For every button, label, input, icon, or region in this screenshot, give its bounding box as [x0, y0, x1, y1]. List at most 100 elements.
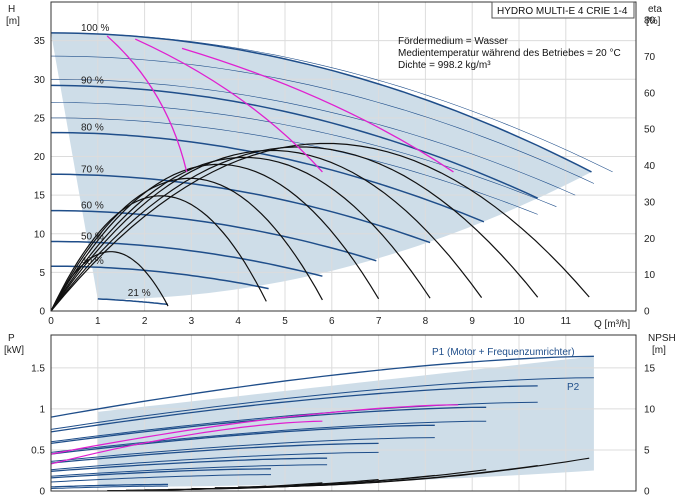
p2-power-curve — [50, 485, 168, 489]
power-envelope — [97, 356, 594, 487]
x-tick-label: 6 — [329, 316, 335, 327]
x-tick-label: 4 — [235, 316, 241, 327]
thin-head-curve — [51, 79, 576, 196]
head-curve — [51, 131, 485, 223]
p2-power-curve — [50, 377, 594, 430]
plot-frame-bottom — [50, 334, 637, 492]
efficiency-curve — [50, 146, 539, 312]
speed-label: 21 % — [128, 288, 151, 299]
head-curve — [50, 84, 539, 199]
chart-title: HYDRO MULTI-E 4 CRIE 1-4 — [497, 6, 628, 17]
y-tick-label: 5 — [39, 268, 45, 279]
y2-tick-label: 40 — [644, 161, 656, 172]
legend-p1: P1 (Motor + Frequenzumrichter) — [432, 347, 575, 358]
y-left-unit-h: [m] — [6, 16, 20, 27]
x-tick-label: 11 — [561, 316, 572, 327]
y-right-unit-eta: [%] — [646, 16, 661, 27]
y-tick-label: 0 — [39, 487, 45, 498]
y-right-label-eta: eta — [648, 4, 662, 15]
speed-label: 70 % — [81, 164, 104, 175]
p2-power-curve — [50, 420, 487, 453]
p1-power-curve — [50, 457, 328, 472]
y2-tick-label: 80 — [644, 16, 656, 27]
speed-label: 50 % — [81, 231, 104, 242]
iso-efficiency-line — [106, 35, 188, 173]
note-density: Dichte = 998.2 kg/m³ — [398, 60, 491, 71]
p2-power-curve — [50, 451, 379, 471]
note-medium: Fördermedium = Wasser — [398, 36, 509, 47]
x-tick-label: 3 — [189, 316, 195, 327]
p1-power-curve — [50, 355, 594, 418]
y2-tick-label: 0 — [644, 307, 650, 318]
y-tick-label: 1.5 — [31, 363, 45, 374]
y-left-label-h: H — [8, 4, 15, 15]
speed-label: 80 % — [81, 123, 104, 134]
p1-power-curve — [50, 385, 538, 433]
efficiency-curve — [50, 149, 483, 312]
efficiency-curve — [50, 156, 431, 312]
speed-label: 100 % — [81, 23, 109, 34]
x-tick-label: 0 — [48, 316, 54, 327]
power-npsh-chart: 0 0.5 1 1.5 0 5 10 15 — [31, 334, 656, 498]
y-tick-label: 0 — [39, 307, 45, 318]
head-curve — [51, 209, 377, 262]
efficiency-curve — [50, 195, 267, 312]
y-tick-label: 15 — [34, 191, 46, 202]
y2-tick-label: 5 — [644, 445, 650, 456]
efficiency-curve — [50, 177, 323, 312]
p2-power-curve — [50, 437, 435, 462]
iso-power-curve — [50, 404, 459, 455]
head-efficiency-chart: 0 1 2 3 4 5 6 7 8 9 10 11 0 5 10 15 20 25 30 35 0 10 20 30 40 50 6… — [34, 1, 656, 327]
y2-tick-label: 15 — [644, 363, 656, 374]
efficiency-curve — [50, 142, 590, 312]
y-tick-label: 30 — [34, 75, 46, 86]
y2-tick-label: 30 — [644, 197, 656, 208]
iso-efficiency-line — [134, 38, 323, 173]
p1-power-curve — [50, 468, 272, 479]
y-left-unit-p: [kW] — [4, 345, 24, 356]
x-tick-label: 1 — [95, 316, 101, 327]
x-tick-label: 7 — [376, 316, 382, 327]
p2-power-curve — [50, 474, 271, 483]
y-tick-label: 0.5 — [31, 445, 45, 456]
p1-power-curve — [50, 442, 379, 464]
iso-power-curve — [50, 420, 323, 465]
y2-tick-label: 0 — [644, 487, 650, 498]
y2-tick-label: 50 — [644, 125, 656, 136]
x-tick-label: 8 — [423, 316, 429, 327]
x-tick-label: 9 — [469, 316, 475, 327]
thin-head-curve — [50, 55, 595, 184]
p1-power-curve — [50, 424, 435, 455]
y-tick-label: 25 — [34, 113, 46, 124]
head-curve — [51, 173, 431, 244]
efficiency-curve — [50, 251, 169, 312]
x-tick-label: 10 — [513, 316, 525, 327]
x-tick-label: 2 — [142, 316, 148, 327]
efficiency-curve — [50, 163, 380, 312]
title-box — [491, 1, 635, 19]
thin-head-curve — [50, 102, 557, 207]
x-tick-label: 5 — [282, 316, 288, 327]
y-tick-label: 10 — [34, 229, 46, 240]
head-curve — [97, 298, 169, 306]
y-tick-label: 20 — [34, 152, 46, 163]
speed-label: 60 % — [81, 201, 104, 212]
y2-tick-label: 10 — [644, 270, 656, 281]
y-right-label-npsh: NPSH — [648, 333, 676, 344]
y2-tick-label: 20 — [644, 234, 656, 245]
iso-efficiency-line — [181, 47, 454, 173]
x-axis-label: Q [m³/h] — [594, 319, 630, 330]
y-tick-label: 35 — [34, 36, 46, 47]
y-left-label-p: P — [8, 333, 15, 344]
speed-label: 90 % — [81, 75, 104, 86]
thin-head-curve — [51, 117, 538, 215]
y2-tick-label: 10 — [644, 404, 656, 415]
p2-power-curve — [50, 464, 328, 477]
y-right-unit-npsh: [m] — [652, 345, 666, 356]
legend-p2: P2 — [567, 382, 580, 393]
plot-frame-top — [50, 1, 637, 312]
y2-tick-label: 70 — [644, 52, 656, 63]
y-tick-label: 1 — [39, 404, 45, 415]
